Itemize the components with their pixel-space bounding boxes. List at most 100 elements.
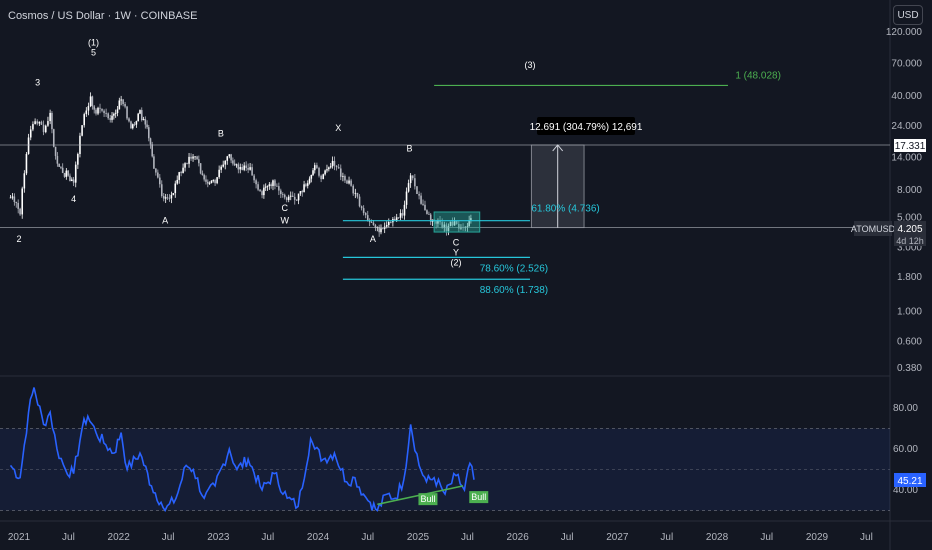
candle-body	[366, 215, 369, 222]
candle-body	[468, 220, 470, 227]
candle-body	[342, 176, 344, 177]
candle-body	[201, 173, 204, 176]
price-tick-label: 24.000	[891, 121, 922, 132]
candle-body	[157, 172, 159, 178]
wave-label: C	[281, 203, 288, 213]
candle-body	[346, 180, 348, 184]
candle-body	[331, 160, 334, 167]
candle-body	[54, 146, 57, 156]
candle-body	[122, 99, 124, 105]
candle-body	[142, 119, 145, 121]
candle-body	[23, 173, 26, 189]
candle-body	[344, 176, 346, 181]
candle-body	[285, 197, 288, 200]
candle-body	[455, 220, 458, 224]
candle-body	[451, 221, 454, 226]
candle-body	[272, 180, 274, 187]
time-tick-label: Jul	[860, 532, 873, 543]
candle-body	[328, 167, 330, 170]
candle-body	[214, 180, 216, 184]
candle-body	[422, 203, 424, 205]
candle-body	[199, 163, 202, 174]
candle-body	[131, 124, 134, 129]
candle-body	[38, 121, 41, 124]
candle-body	[405, 191, 408, 205]
candle-body	[333, 160, 336, 166]
candle-body	[310, 174, 313, 179]
fib-level-label: 78.60% (2.526)	[480, 263, 548, 274]
candle-body	[350, 180, 352, 186]
candle-body	[135, 121, 138, 125]
candle-body	[155, 168, 157, 173]
candle-body	[194, 156, 196, 158]
candle-body	[29, 129, 32, 138]
candle-body	[27, 137, 30, 154]
candle-body	[198, 159, 200, 164]
wave-label: A	[370, 234, 376, 244]
candle-body	[103, 110, 105, 114]
candle-body	[111, 115, 113, 120]
candle-body	[303, 184, 305, 193]
candle-body	[251, 167, 253, 176]
candle-body	[192, 156, 194, 159]
candle-body	[176, 179, 179, 184]
candle-body	[289, 195, 292, 197]
bull-signal-label: Bull	[471, 492, 486, 502]
candle-body	[116, 109, 119, 113]
candle-body	[233, 163, 236, 166]
time-tick-label: Jul	[760, 532, 773, 543]
candle-body	[128, 118, 130, 122]
candle-body	[356, 192, 359, 197]
symbol-label: ATOMUSD	[851, 224, 896, 234]
candle-body	[164, 197, 167, 199]
candle-body	[228, 154, 231, 157]
candle-body	[426, 210, 428, 214]
wave-label: 2	[16, 234, 21, 244]
wave-label: X	[335, 123, 341, 133]
candle-body	[52, 129, 55, 147]
rsi-panel: Bull Bull	[0, 387, 890, 513]
candle-body	[140, 110, 143, 121]
candle-body	[69, 175, 71, 182]
price-tick-label: 1.000	[897, 307, 922, 318]
candle-body	[313, 165, 316, 171]
candle-body	[393, 218, 396, 221]
wave-label: W	[280, 216, 289, 226]
rsi-line	[9, 387, 475, 513]
candle-body	[87, 106, 90, 111]
price-panel	[9, 92, 472, 237]
price-tick-label: 40.000	[891, 91, 922, 102]
candle-body	[420, 195, 422, 204]
candle-body	[235, 164, 238, 166]
fib-level-label: 88.60% (1.738)	[480, 285, 548, 296]
candle-body	[139, 110, 141, 114]
candle-body	[67, 170, 69, 176]
candle-body	[186, 163, 188, 165]
candle-body	[47, 121, 49, 126]
candle-body	[21, 188, 24, 215]
candle-body	[243, 165, 245, 170]
candle-body	[362, 208, 365, 213]
time-tick-label: 2021	[8, 532, 31, 543]
candle-body	[56, 155, 59, 164]
candle-body	[385, 225, 388, 227]
currency-button[interactable]: USD	[893, 5, 923, 25]
price-tick-label: 14.000	[891, 152, 922, 163]
candle-body	[264, 186, 267, 188]
candle-body	[13, 196, 16, 203]
level-price-tag: 17.331	[894, 139, 926, 152]
candle-body	[437, 220, 439, 224]
candle-body	[466, 226, 469, 228]
candle-body	[40, 121, 43, 125]
range-box	[433, 211, 481, 233]
target-level-label: 1 (48.028)	[735, 70, 781, 81]
time-tick-label: Jul	[660, 532, 673, 543]
candle-body	[266, 186, 269, 187]
candle-body	[326, 169, 328, 171]
wave-label: (2)	[450, 257, 461, 267]
time-tick-label: 2024	[307, 532, 330, 543]
candle-body	[95, 109, 97, 114]
candle-body	[178, 172, 180, 180]
candle-body	[316, 165, 318, 168]
